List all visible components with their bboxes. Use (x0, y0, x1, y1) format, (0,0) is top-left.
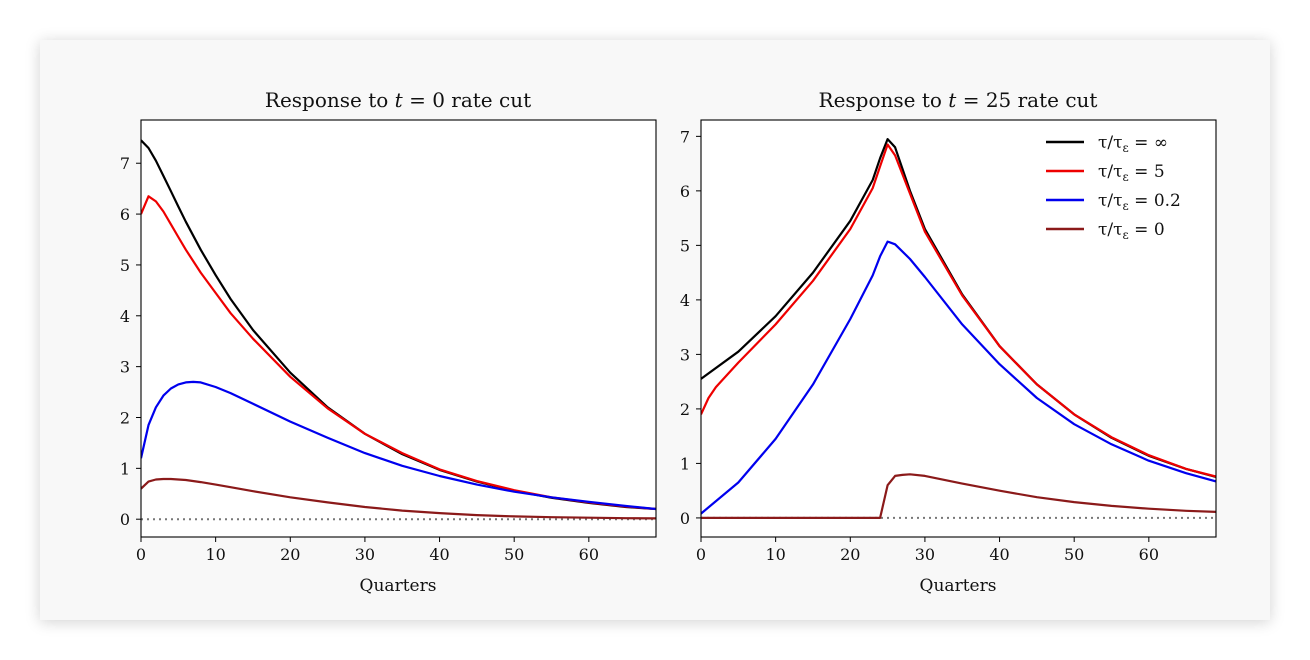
x-tick-label: 50 (1064, 545, 1084, 564)
legend-label: τ/τε = ∞ (1098, 133, 1168, 155)
plot-area (141, 120, 656, 537)
chart-title: Response to t = 0 rate cut (265, 88, 531, 112)
y-tick-label: 4 (680, 291, 690, 310)
axes-frame (700, 119, 1217, 538)
legend-label: τ/τε = 5 (1098, 162, 1165, 184)
axes-frame (140, 119, 657, 538)
y-tick-label: 3 (120, 358, 130, 377)
y-tick-label: 7 (680, 127, 690, 146)
x-tick-label: 40 (429, 545, 449, 564)
x-tick-label: 20 (840, 545, 860, 564)
left-chart-panel: Response to t = 0 rate cut Quarters 0 10 2… (120, 88, 657, 596)
series-line-3 (141, 380, 656, 511)
x-tick-label: 50 (504, 545, 524, 564)
x-tick-label: 0 (696, 545, 706, 564)
y-tick-label: 1 (120, 459, 130, 478)
right-chart-panel: Response to t = 25 rate cut Quarters 0 10… (680, 88, 1217, 596)
y-tick-label: 6 (680, 182, 690, 201)
series-line-4 (701, 473, 1216, 519)
y-tick-label: 5 (120, 256, 130, 275)
figure-card: Response to t = 0 rate cut Quarters 0 10 2… (40, 40, 1270, 620)
y-tick-label: 1 (680, 454, 690, 473)
x-tick-label: 20 (280, 545, 300, 564)
x-tick-label: 10 (765, 545, 785, 564)
legend-label: τ/τε = 0.2 (1098, 191, 1181, 213)
series-line-2 (701, 143, 1216, 478)
y-tick-label: 5 (680, 236, 690, 255)
x-tick-label: 60 (1139, 545, 1159, 564)
x-tick-label: 30 (355, 545, 375, 564)
y-tick-label: 3 (680, 345, 690, 364)
series-line-4 (141, 477, 656, 520)
x-tick-label: 60 (579, 545, 599, 564)
y-tick-label: 6 (120, 205, 130, 224)
x-tick-label: 10 (205, 545, 225, 564)
figure: Response to t = 0 rate cut Quarters 0 10 2… (120, 88, 1217, 596)
plot-area (701, 120, 1216, 537)
x-tick-label: 40 (989, 545, 1009, 564)
y-tick-label: 2 (680, 400, 690, 419)
x-tick-label: 0 (136, 545, 146, 564)
series-line-3 (701, 240, 1216, 515)
y-tick-label: 0 (120, 510, 130, 529)
x-axis-label: Quarters (920, 576, 997, 596)
y-tick-label: 0 (680, 509, 690, 528)
x-axis-label: Quarters (360, 576, 437, 596)
chart-title: Response to t = 25 rate cut (819, 88, 1098, 112)
y-tick-label: 7 (120, 154, 130, 173)
y-tick-label: 4 (120, 307, 130, 326)
legend-label: τ/τε = 0 (1098, 220, 1165, 242)
y-tick-label: 2 (120, 408, 130, 427)
x-tick-label: 30 (915, 545, 935, 564)
